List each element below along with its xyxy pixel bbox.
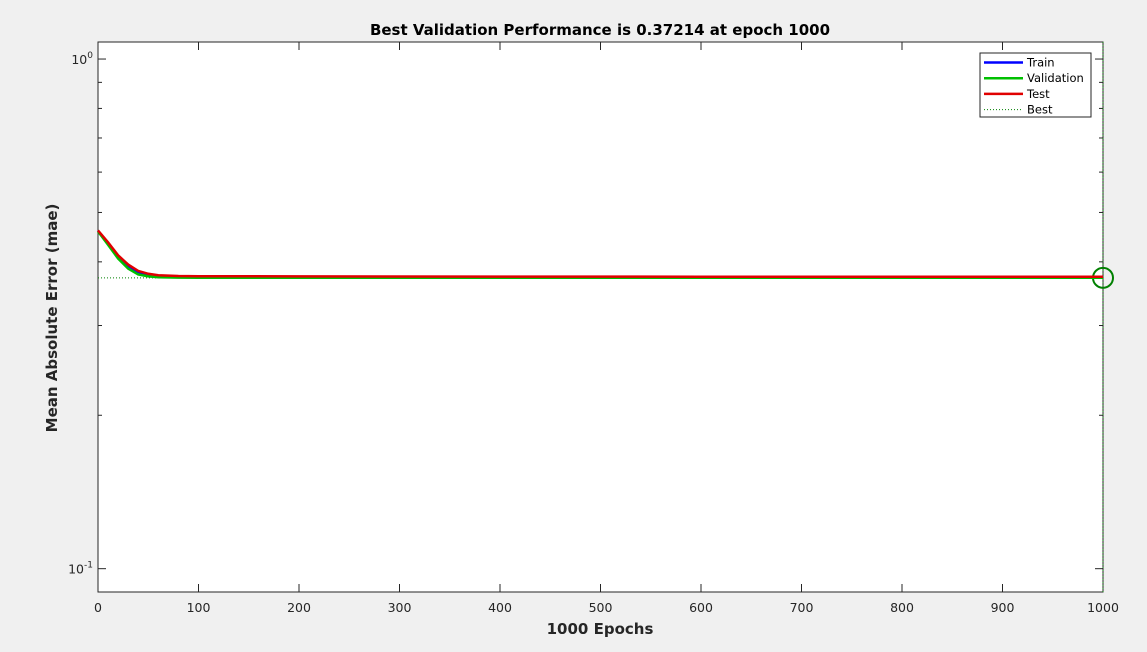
chart-title: Best Validation Performance is 0.37214 a…: [370, 21, 830, 39]
legend-label: Test: [1026, 87, 1050, 101]
x-tick-label: 1000: [1087, 600, 1119, 615]
x-tick-label: 600: [689, 600, 713, 615]
x-tick-label: 200: [287, 600, 311, 615]
x-tick-label: 300: [388, 600, 412, 615]
x-axis-label: 1000 Epochs: [547, 620, 654, 638]
x-axis-ticks: 0 100 200 300 400 500 600 700 800 900 1000: [94, 42, 1119, 615]
x-tick-label: 100: [187, 600, 211, 615]
series-line-test: [97, 229, 1103, 279]
plot-area: [97, 41, 1104, 593]
series-lines: [96, 229, 1104, 280]
x-tick-label: 0: [94, 600, 102, 615]
legend-label: Train: [1026, 56, 1055, 70]
legend-label: Validation: [1027, 71, 1084, 85]
x-tick-label: 400: [488, 600, 512, 615]
y-tick-label: 100: [71, 51, 93, 67]
y-tick-label: 10-1: [68, 561, 93, 577]
x-tick-label: 700: [790, 600, 814, 615]
y-axis-ticks: 10-1 100: [68, 51, 1103, 577]
y-axis-label: Mean Absolute Error (mae): [43, 204, 61, 433]
x-tick-label: 900: [991, 600, 1015, 615]
legend-label: Best: [1027, 103, 1053, 117]
x-tick-label: 800: [890, 600, 914, 615]
x-tick-label: 500: [589, 600, 613, 615]
